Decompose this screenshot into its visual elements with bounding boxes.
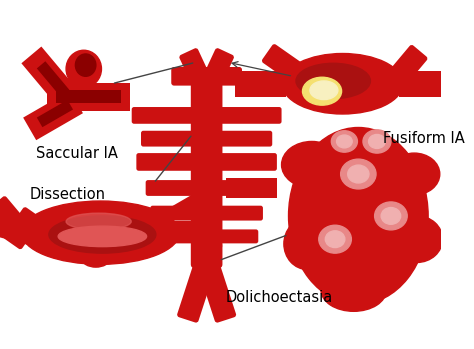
Ellipse shape: [194, 129, 219, 157]
Ellipse shape: [296, 63, 371, 99]
FancyBboxPatch shape: [379, 45, 428, 97]
Ellipse shape: [302, 77, 342, 105]
FancyBboxPatch shape: [132, 107, 197, 124]
FancyBboxPatch shape: [171, 67, 242, 86]
Polygon shape: [21, 46, 77, 106]
Ellipse shape: [75, 54, 96, 76]
FancyBboxPatch shape: [217, 180, 268, 196]
Ellipse shape: [310, 81, 338, 99]
Ellipse shape: [282, 53, 403, 114]
Text: Saccular IA: Saccular IA: [36, 146, 118, 161]
FancyBboxPatch shape: [150, 206, 197, 221]
Polygon shape: [37, 100, 73, 127]
Ellipse shape: [374, 202, 407, 230]
FancyBboxPatch shape: [217, 107, 282, 124]
FancyBboxPatch shape: [155, 229, 197, 243]
Ellipse shape: [66, 213, 131, 230]
FancyBboxPatch shape: [196, 254, 236, 323]
Ellipse shape: [52, 79, 88, 114]
Polygon shape: [37, 61, 69, 97]
FancyBboxPatch shape: [0, 196, 28, 238]
FancyBboxPatch shape: [3, 207, 42, 249]
FancyBboxPatch shape: [262, 44, 308, 85]
FancyBboxPatch shape: [217, 131, 272, 147]
Text: Dolichoectasia: Dolichoectasia: [226, 290, 333, 305]
Ellipse shape: [369, 134, 385, 148]
Polygon shape: [175, 221, 208, 241]
Ellipse shape: [341, 159, 376, 189]
Text: Fusiform IA: Fusiform IA: [383, 131, 465, 146]
Ellipse shape: [321, 269, 386, 311]
FancyBboxPatch shape: [177, 254, 218, 323]
Ellipse shape: [49, 216, 156, 253]
Ellipse shape: [325, 231, 345, 247]
Ellipse shape: [363, 130, 391, 153]
Ellipse shape: [73, 74, 91, 89]
FancyBboxPatch shape: [141, 131, 197, 147]
Ellipse shape: [282, 141, 342, 188]
Polygon shape: [56, 90, 121, 103]
Ellipse shape: [381, 208, 401, 224]
FancyBboxPatch shape: [187, 203, 218, 236]
Ellipse shape: [58, 226, 146, 247]
Ellipse shape: [284, 218, 330, 269]
Polygon shape: [235, 71, 286, 97]
Ellipse shape: [66, 50, 101, 88]
Polygon shape: [226, 178, 277, 198]
Ellipse shape: [331, 131, 357, 152]
Ellipse shape: [201, 236, 221, 255]
FancyBboxPatch shape: [191, 74, 222, 268]
Ellipse shape: [389, 153, 440, 195]
Polygon shape: [399, 71, 450, 97]
FancyBboxPatch shape: [170, 192, 204, 220]
Ellipse shape: [348, 165, 369, 183]
FancyBboxPatch shape: [197, 48, 234, 98]
Ellipse shape: [319, 225, 351, 253]
FancyBboxPatch shape: [179, 48, 216, 98]
Polygon shape: [0, 215, 38, 246]
Ellipse shape: [337, 135, 352, 148]
Ellipse shape: [21, 201, 180, 264]
FancyBboxPatch shape: [217, 206, 263, 221]
FancyBboxPatch shape: [217, 229, 258, 243]
FancyBboxPatch shape: [217, 153, 277, 171]
Ellipse shape: [82, 250, 110, 267]
FancyBboxPatch shape: [137, 153, 197, 171]
Polygon shape: [46, 83, 130, 111]
Text: Dissection: Dissection: [30, 187, 106, 202]
FancyBboxPatch shape: [146, 180, 197, 196]
Ellipse shape: [392, 216, 443, 262]
Ellipse shape: [289, 127, 428, 304]
Polygon shape: [23, 91, 83, 140]
